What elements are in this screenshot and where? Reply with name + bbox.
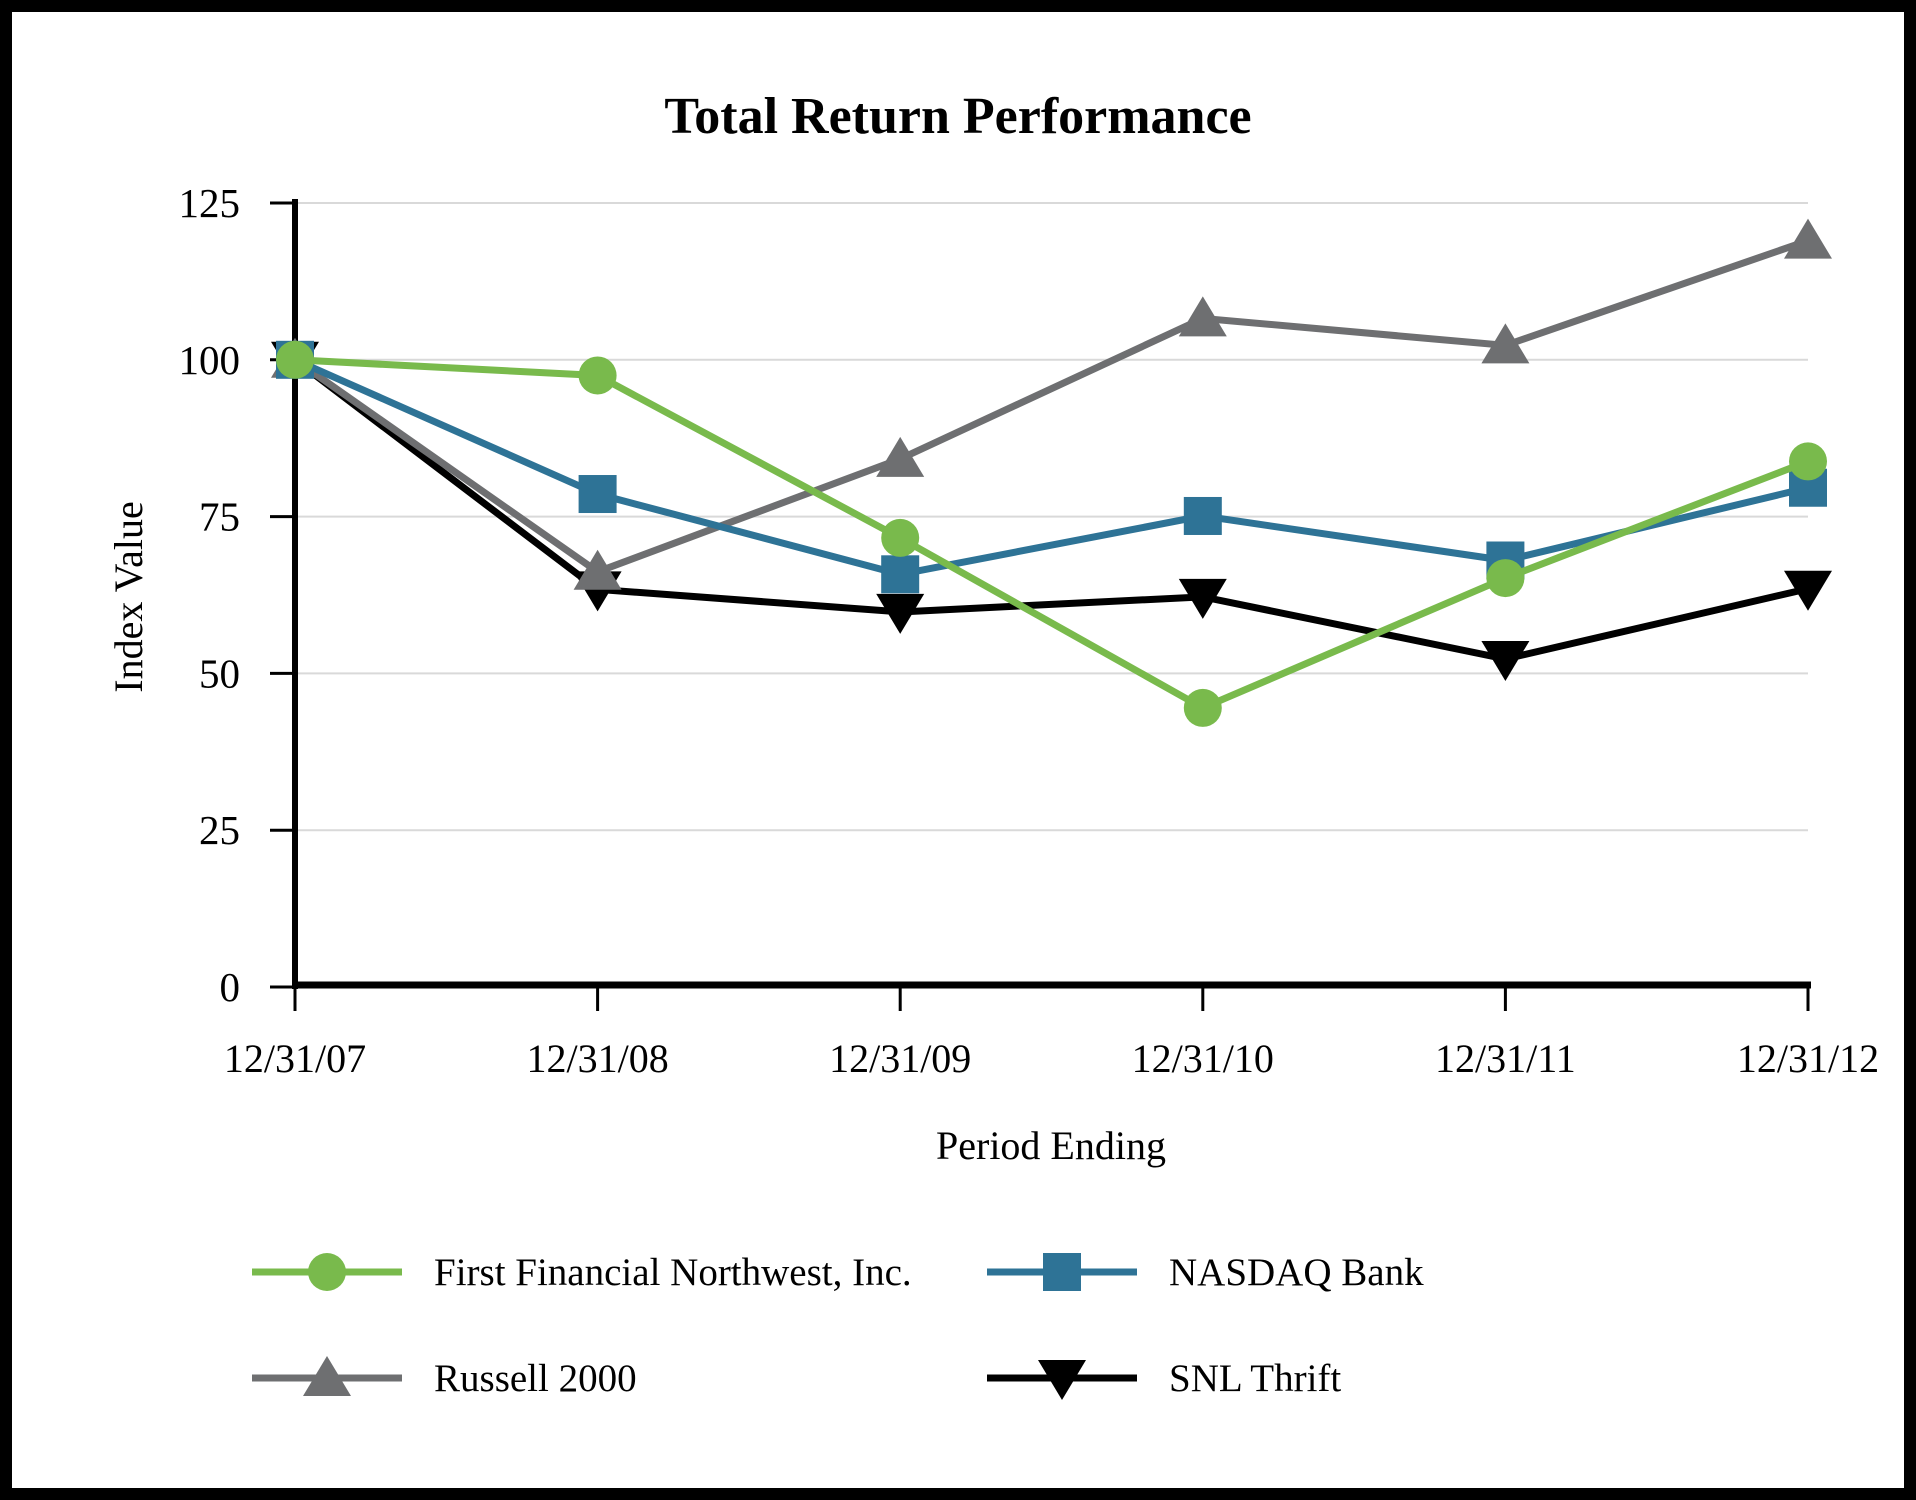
legend-swatch-square: [987, 1253, 1137, 1291]
x-tick-label: 12/31/10: [1132, 1036, 1274, 1081]
y-tick-label: 50: [199, 650, 240, 696]
legend-swatch-circle: [252, 1253, 402, 1291]
legend-item: First Financial Northwest, Inc.: [252, 1242, 987, 1302]
chart-title: Total Return Performance: [664, 87, 1252, 145]
y-tick-label: 25: [199, 807, 240, 853]
legend-item: SNL Thrift: [987, 1348, 1424, 1408]
x-tick-label: 12/31/08: [526, 1036, 668, 1081]
y-tick-label: 100: [179, 337, 241, 383]
x-tick-label: 12/31/09: [829, 1036, 971, 1081]
y-tick-label: 0: [220, 964, 241, 1010]
series-triangle-down: [271, 341, 1832, 681]
y-tick-label: 75: [199, 494, 240, 540]
legend-label: SNL Thrift: [1169, 1356, 1342, 1400]
y-tick-label: 125: [179, 180, 241, 226]
legend-label: First Financial Northwest, Inc.: [434, 1250, 912, 1294]
legend-swatch-triangle-down: [987, 1360, 1137, 1400]
legend-item: NASDAQ Bank: [987, 1242, 1424, 1302]
legend-swatch-triangle-up: [252, 1356, 402, 1396]
series-square: [276, 340, 1827, 594]
x-tick-label: 12/31/12: [1737, 1036, 1879, 1081]
series-triangle-up: [271, 218, 1832, 590]
y-axis-title: Index Value: [106, 501, 151, 693]
series-circle: [276, 340, 1827, 727]
legend: First Financial Northwest, Inc. NASDAQ Ba…: [252, 1242, 1424, 1408]
x-tick-label: 12/31/11: [1435, 1036, 1576, 1081]
legend-label: Russell 2000: [434, 1356, 637, 1400]
x-tick-label: 12/31/07: [224, 1036, 366, 1081]
x-axis-title: Period Ending: [936, 1123, 1166, 1168]
legend-label: NASDAQ Bank: [1169, 1250, 1424, 1294]
legend-item: Russell 2000: [252, 1348, 987, 1408]
